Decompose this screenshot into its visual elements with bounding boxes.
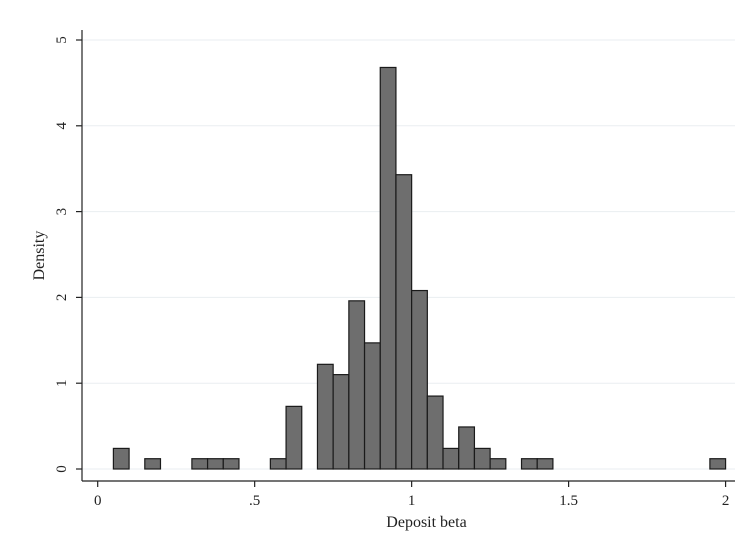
histogram-bar [426,395,444,470]
y-tick-label: 3 [54,208,70,216]
histogram-bar [379,66,397,470]
histogram-bar [206,458,224,470]
histogram-bar [144,458,162,470]
histogram-bar [112,447,130,470]
histogram-bar [473,447,491,470]
histogram-bar [395,174,413,470]
histogram-bar [348,300,366,470]
histogram-bar [709,458,727,470]
histogram-bar [458,426,476,470]
y-tick-label: 1 [54,379,70,387]
histogram-bar [536,458,554,470]
histogram-bar [316,363,334,470]
axes: 0 1 2 3 4 5 0 .5 1 1.5 2 [54,30,735,509]
histogram-bar [285,405,303,470]
histogram-bar [191,458,209,470]
y-axis-title: Density [31,231,48,281]
y-tick-label: 0 [54,465,70,473]
x-tick-label: .5 [249,493,260,509]
histogram-bar [363,342,381,470]
x-tick-label: 2 [722,493,730,509]
histogram-bar [411,289,428,470]
histogram-bar [332,374,350,470]
x-tick-label: 1 [408,493,416,509]
histogram-bar [442,447,460,470]
histogram-bars [112,66,727,470]
histogram-bar [489,458,507,470]
x-tick-label: 0 [94,493,102,509]
x-tick-label: 1.5 [559,493,578,509]
y-tick-label: 4 [54,122,70,130]
histogram-bar [222,458,240,470]
y-tick-label: 2 [54,294,70,302]
histogram-bar [520,458,538,470]
x-axis-title: Deposit beta [386,514,466,531]
y-tick-label: 5 [54,36,70,44]
histogram-bar [269,458,287,470]
